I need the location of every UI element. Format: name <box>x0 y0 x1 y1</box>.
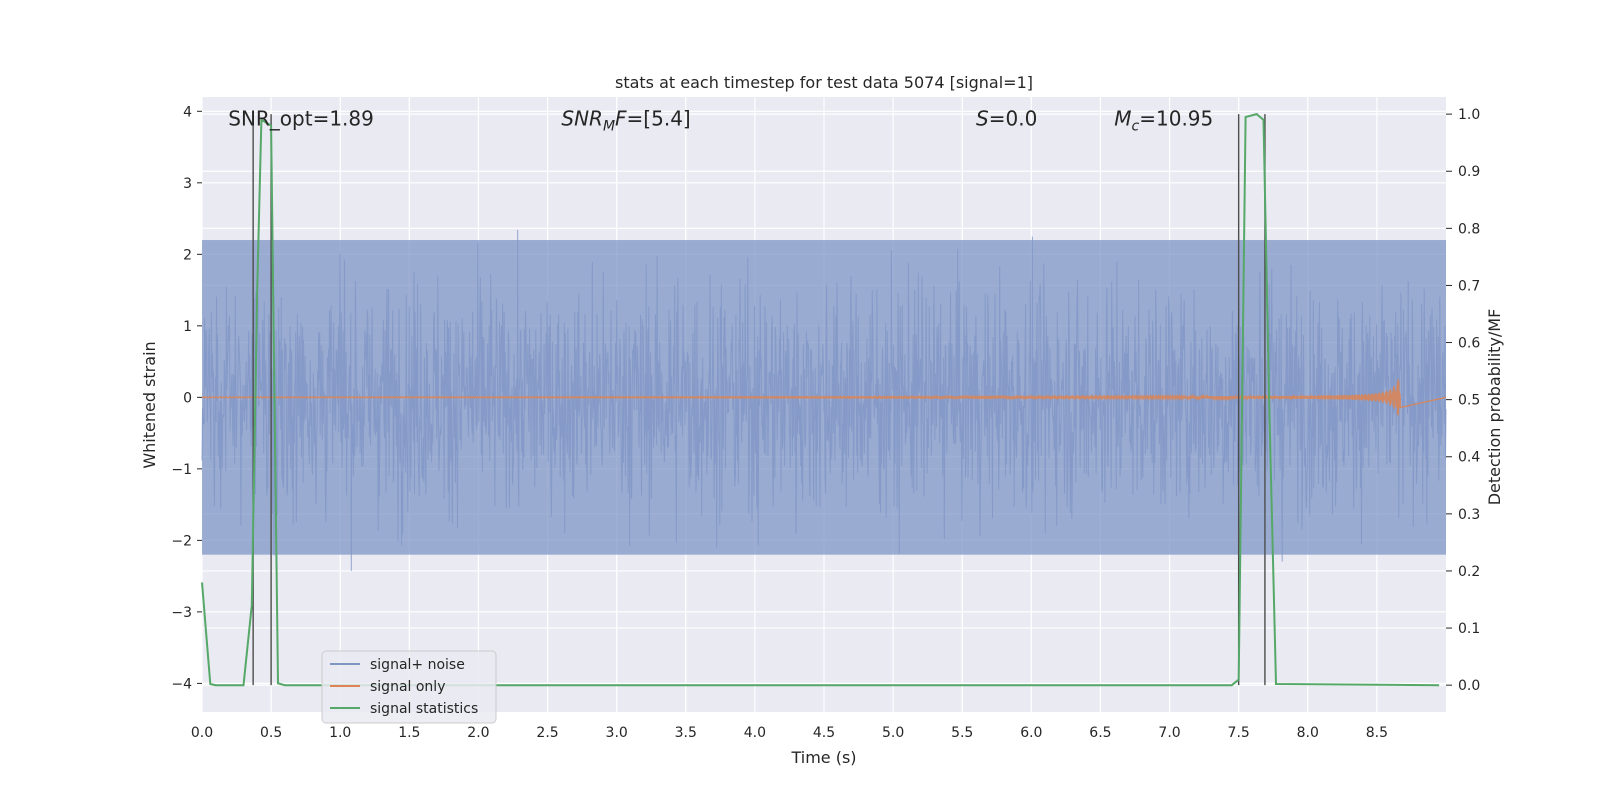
x-tick-label: 6.5 <box>1089 725 1111 741</box>
y2-axis-ticks: 0.0 0.1 0.2 0.3 0.4 0.5 0.6 0.7 0.8 0.9 1.0 <box>1446 107 1480 694</box>
x-axis-label: Time (s) <box>790 748 856 767</box>
y2-tick-label: 0.3 <box>1458 507 1480 523</box>
y-axis-ticks: −4 −3 −2 −1 0 1 2 3 4 <box>171 104 202 692</box>
signal-noise-series <box>201 229 1447 571</box>
x-tick-label: 4.5 <box>813 725 835 741</box>
y-tick-label: −4 <box>171 676 192 692</box>
y2-axis-label: Detection probability/MF <box>1485 309 1504 506</box>
y-tick-label: 4 <box>183 104 192 120</box>
x-tick-label: 2.0 <box>467 725 489 741</box>
x-tick-label: 1.0 <box>329 725 351 741</box>
chart-title: stats at each timestep for test data 507… <box>615 73 1033 92</box>
annotations: SNR_opt=1.89 SNRMF=[5.4] S=0.0 Mc=10.95 <box>228 106 1213 134</box>
y2-tick-label: 0.0 <box>1458 678 1480 694</box>
x-tick-label: 1.5 <box>398 725 420 741</box>
y-tick-label: 1 <box>183 319 192 335</box>
x-tick-label: 5.5 <box>951 725 973 741</box>
y-tick-label: −3 <box>171 605 192 621</box>
y-tick-label: −1 <box>171 462 192 478</box>
y2-tick-label: 0.9 <box>1458 164 1480 180</box>
x-tick-label: 5.0 <box>882 725 904 741</box>
x-axis-ticks: 0.0 0.5 1.0 1.5 2.0 2.5 3.0 3.5 4.0 4.5 5.0 5.5 6.0 6… <box>191 725 1388 741</box>
chirp-line <box>201 378 1447 416</box>
y2-tick-label: 1.0 <box>1458 107 1480 123</box>
annotation: S=0.0 <box>976 106 1037 130</box>
y-tick-label: 2 <box>183 247 192 263</box>
x-tick-label: 8.5 <box>1366 725 1388 741</box>
x-tick-label: 4.0 <box>744 725 766 741</box>
vertical-markers <box>252 114 1266 686</box>
x-tick-label: 3.0 <box>606 725 628 741</box>
statistics-line <box>201 113 1440 687</box>
annotation: Mc=10.95 <box>1114 106 1213 134</box>
legend: signal+ noise signal only signal statist… <box>321 650 497 724</box>
annotation: SNRMF=[5.4] <box>561 106 690 134</box>
x-tick-label: 2.5 <box>536 725 558 741</box>
y2-tick-label: 0.7 <box>1458 278 1480 294</box>
y-tick-label: 3 <box>183 176 192 192</box>
x-tick-label: 0.0 <box>191 725 213 741</box>
y-axis-label: Whitened strain <box>140 341 159 468</box>
y-tick-label: −2 <box>171 533 192 549</box>
y2-tick-label: 0.6 <box>1458 336 1480 352</box>
y2-tick-label: 0.4 <box>1458 450 1480 466</box>
y-tick-label: 0 <box>183 390 192 406</box>
x-tick-label: 7.5 <box>1228 725 1250 741</box>
legend-label-signal-noise: signal+ noise <box>370 657 465 673</box>
x-tick-label: 6.0 <box>1020 725 1042 741</box>
legend-label-signal-only: signal only <box>370 679 445 695</box>
annotation: SNR_opt=1.89 <box>228 106 374 130</box>
legend-box <box>321 650 497 724</box>
x-tick-label: 7.0 <box>1158 725 1180 741</box>
signal-only-series <box>201 378 1447 416</box>
x-tick-label: 0.5 <box>260 725 282 741</box>
signal-statistics-series <box>201 113 1440 687</box>
y2-tick-label: 0.8 <box>1458 221 1480 237</box>
y2-tick-label: 0.5 <box>1458 393 1480 409</box>
x-tick-label: 8.0 <box>1297 725 1319 741</box>
x-tick-label: 3.5 <box>675 725 697 741</box>
y2-tick-label: 0.2 <box>1458 564 1480 580</box>
y2-tick-label: 0.1 <box>1458 621 1480 637</box>
legend-label-signal-statistics: signal statistics <box>370 701 478 717</box>
